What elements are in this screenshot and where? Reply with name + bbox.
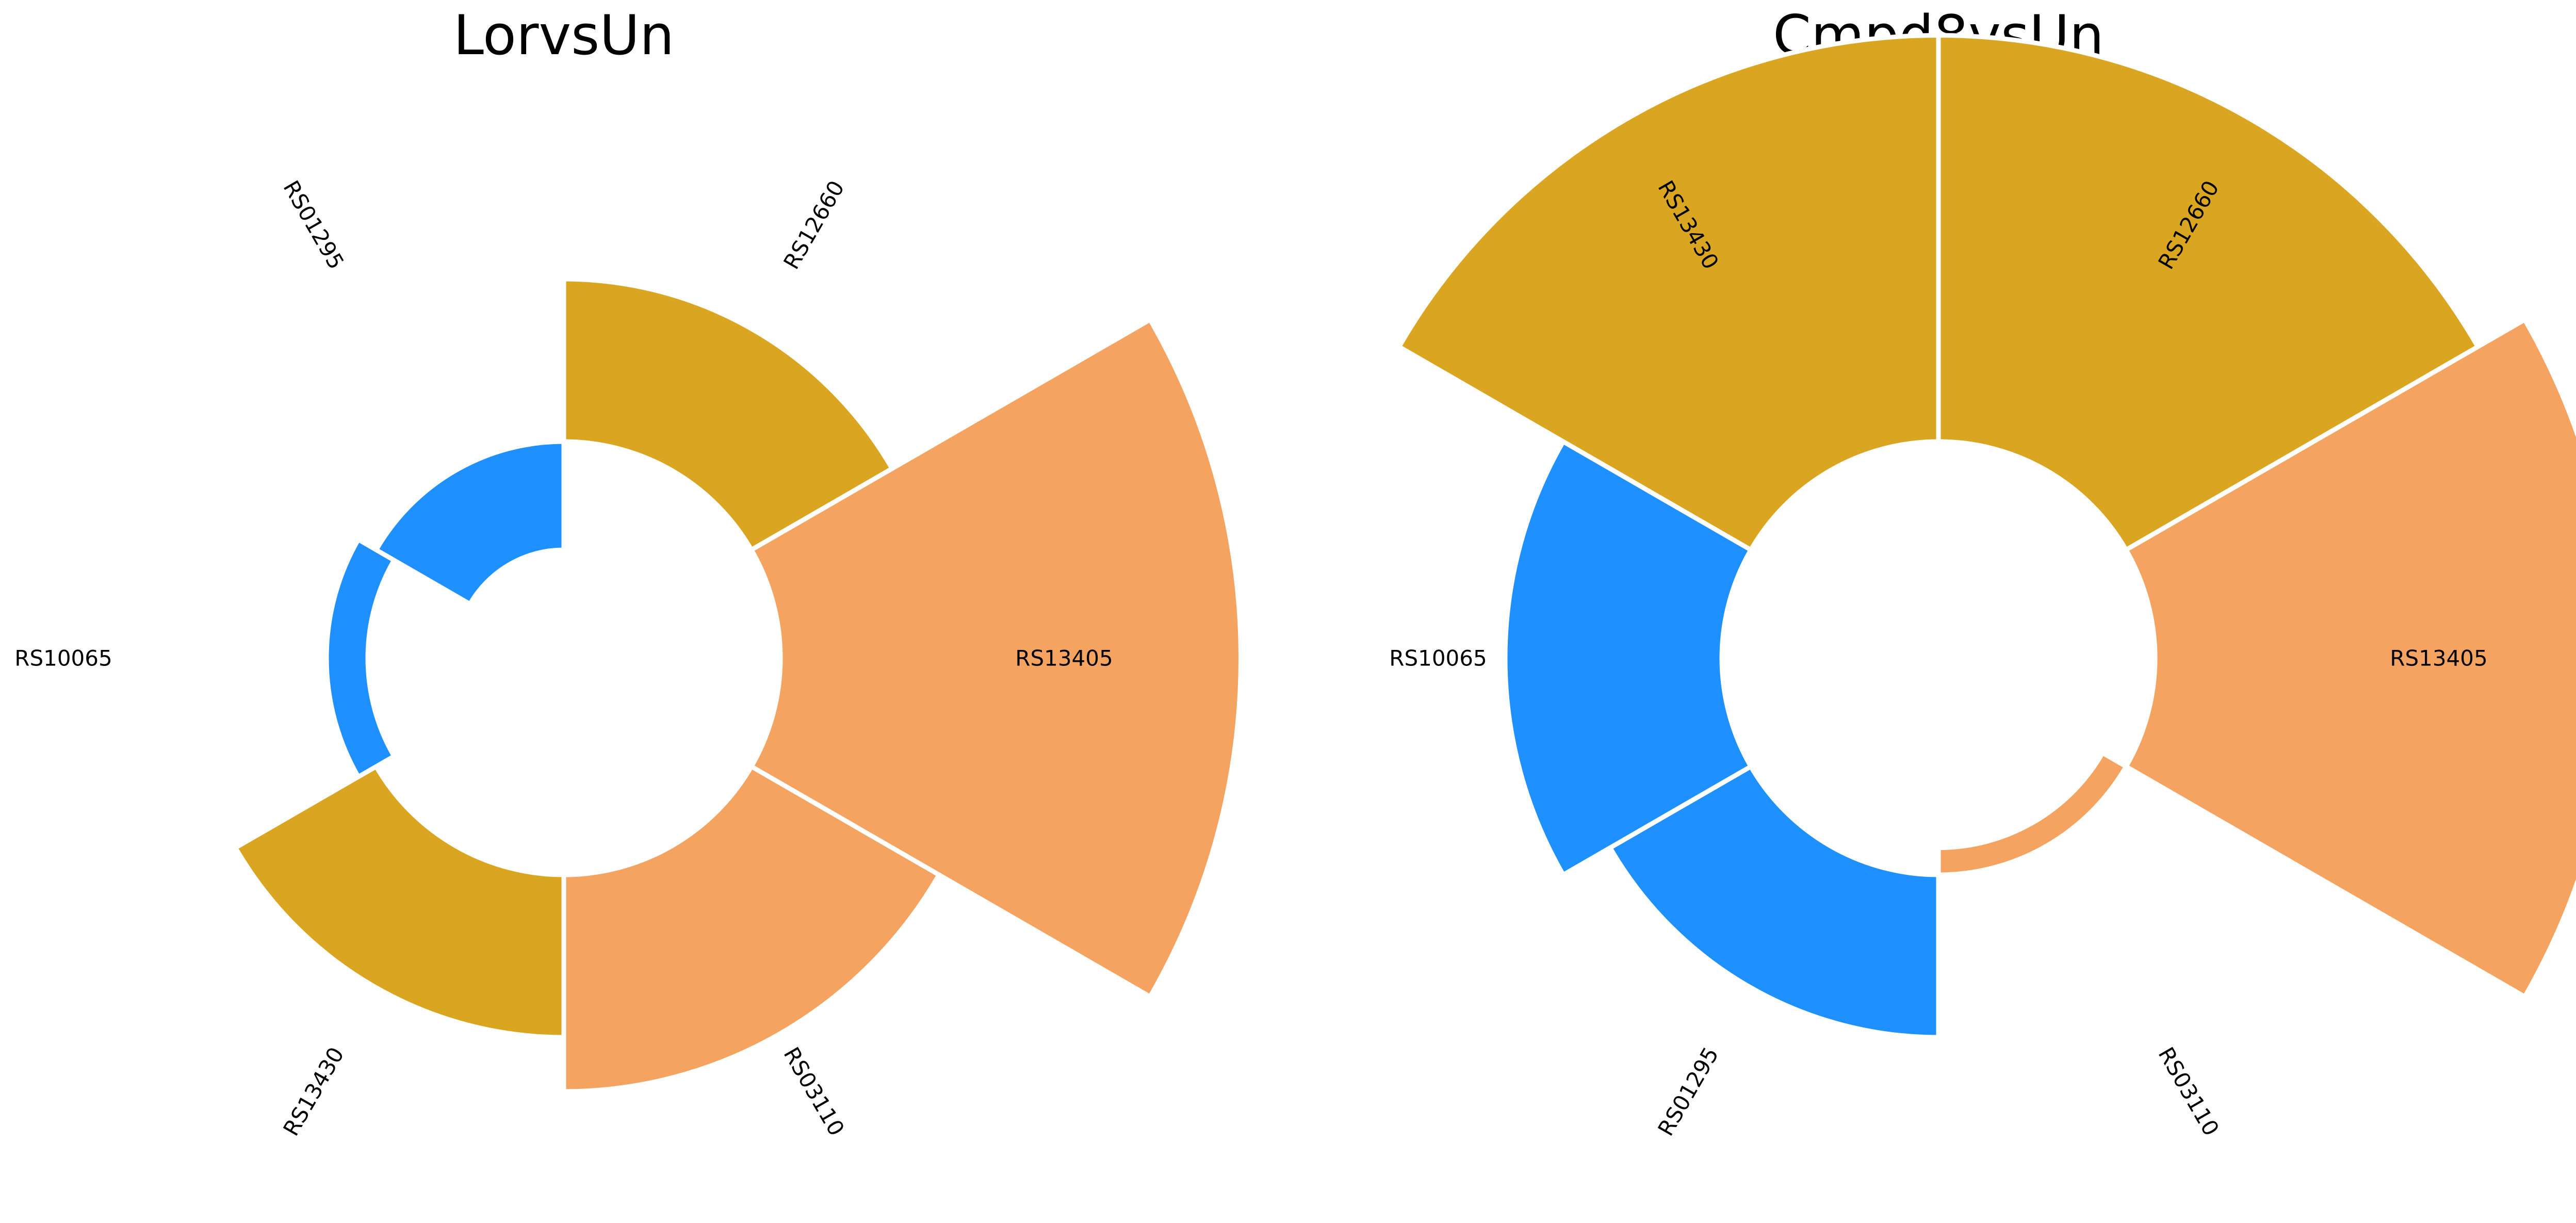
bar-rs01295 — [373, 439, 566, 608]
bar-label: RS03110 — [778, 1043, 849, 1140]
bar-rs01295 — [1607, 763, 1941, 1040]
bar-label: RS13405 — [1015, 646, 1113, 671]
bar-rs10065 — [1503, 438, 1754, 878]
bar-label: RS01295 — [278, 176, 349, 274]
bar-rs03110 — [1936, 749, 2129, 877]
bar-rs13430 — [1396, 32, 1941, 553]
bar-rs13405 — [2123, 316, 2576, 1000]
bar-label: RS01295 — [1653, 1043, 1723, 1140]
bar-rs13430 — [232, 763, 566, 1040]
bar-label: RS03110 — [2153, 1043, 2224, 1140]
bar-label: RS10065 — [1389, 646, 1487, 671]
bar-rs12660 — [1936, 32, 2481, 553]
bar-rs10065 — [324, 536, 398, 780]
bar-label: RS13405 — [2390, 646, 2487, 671]
bar-rs12660 — [561, 276, 895, 553]
chart-title: LorvsUn — [453, 4, 674, 67]
panel-lorvsun: LorvsUn RS12660 RS13405 RS03110 RS13430 RS10… — [14, 4, 1244, 1140]
panel-cmpd8vsun: Cmpd8vsUn RS12660RS13405RS03110RS01295RS… — [1389, 4, 2576, 1140]
bar-label: RS13430 — [278, 1043, 349, 1140]
bar-label: RS12660 — [778, 176, 849, 274]
bar-rs03110 — [561, 763, 942, 1094]
bar-rs13405 — [748, 316, 1244, 1000]
bar-label: RS10065 — [14, 646, 112, 671]
